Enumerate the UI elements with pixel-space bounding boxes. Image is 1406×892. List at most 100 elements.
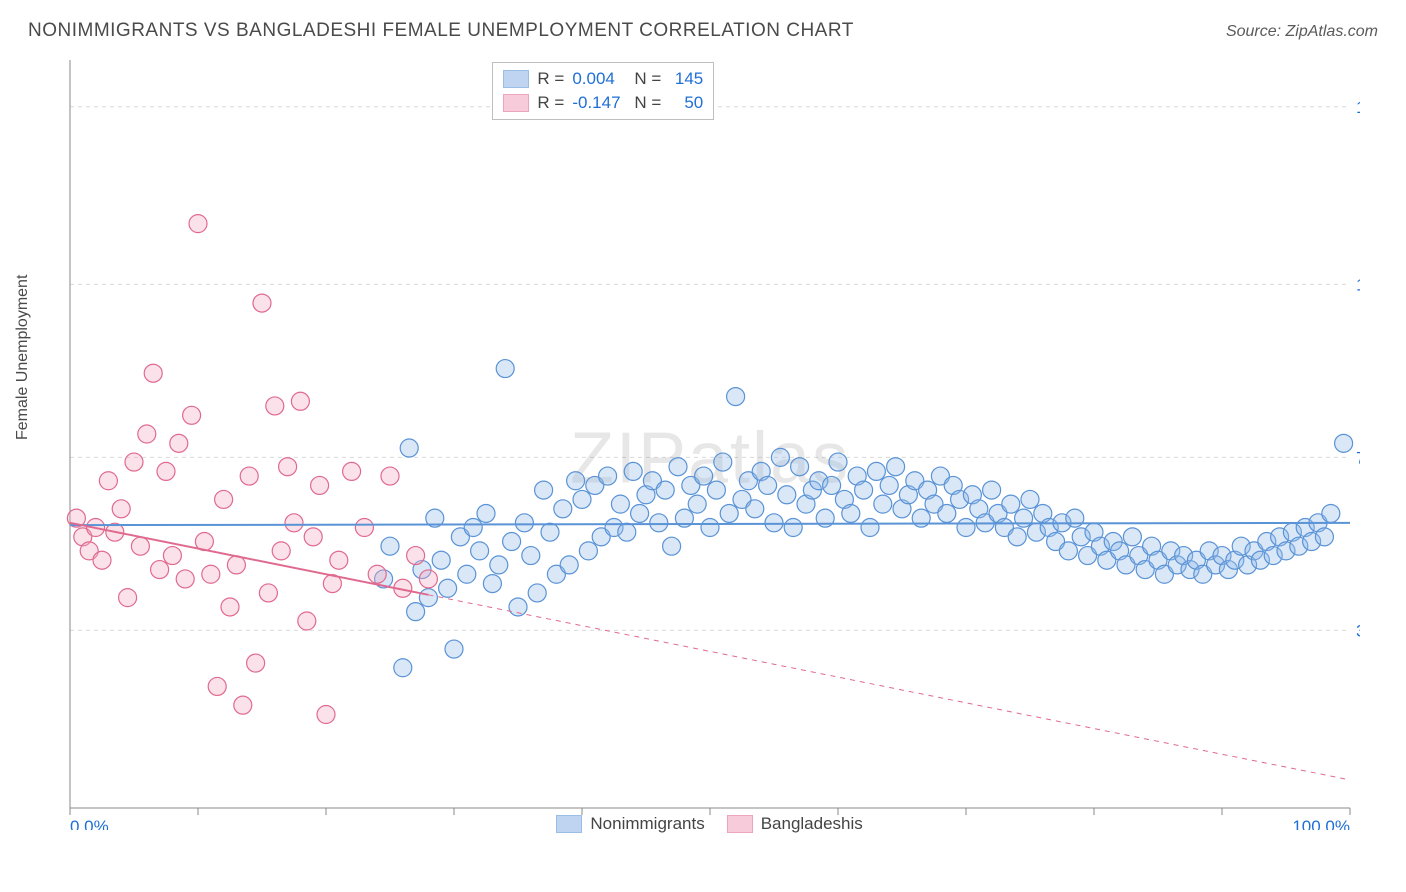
data-point-nonimmigrants — [791, 458, 809, 476]
data-point-bangladeshis — [298, 612, 316, 630]
data-point-bangladeshis — [311, 476, 329, 494]
legend-row-nonimmigrants: R =0.004N =145 — [503, 67, 703, 91]
data-point-nonimmigrants — [707, 481, 725, 499]
trend-line-nonimmigrants — [70, 523, 1350, 525]
data-point-bangladeshis — [279, 458, 297, 476]
legend-item-nonimmigrants: Nonimmigrants — [556, 814, 704, 834]
legend-swatch-bangladeshis — [503, 94, 529, 112]
data-point-bangladeshis — [119, 589, 137, 607]
data-point-nonimmigrants — [1015, 509, 1033, 527]
data-point-nonimmigrants — [714, 453, 732, 471]
plot-svg: ZIPatlas3.8%7.5%11.2%15.0%0.0%100.0% — [60, 60, 1360, 830]
data-point-nonimmigrants — [784, 519, 802, 537]
data-point-nonimmigrants — [823, 476, 841, 494]
data-point-nonimmigrants — [727, 388, 745, 406]
data-point-nonimmigrants — [496, 360, 514, 378]
data-point-nonimmigrants — [957, 519, 975, 537]
r-value-nonimmigrants: 0.004 — [572, 69, 626, 89]
legend-correlation-box: R =0.004N =145R =-0.147N =50 — [492, 62, 714, 120]
data-point-nonimmigrants — [938, 504, 956, 522]
data-point-nonimmigrants — [1008, 528, 1026, 546]
data-point-bangladeshis — [266, 397, 284, 415]
data-point-bangladeshis — [144, 364, 162, 382]
data-point-nonimmigrants — [394, 659, 412, 677]
y-tick-label: 11.2% — [1356, 275, 1360, 294]
y-tick-label: 7.5% — [1356, 448, 1360, 467]
data-point-nonimmigrants — [439, 579, 457, 597]
data-point-nonimmigrants — [445, 640, 463, 658]
data-point-nonimmigrants — [701, 519, 719, 537]
data-point-nonimmigrants — [400, 439, 418, 457]
data-point-nonimmigrants — [778, 486, 796, 504]
data-point-nonimmigrants — [535, 481, 553, 499]
data-point-nonimmigrants — [861, 519, 879, 537]
data-point-nonimmigrants — [1002, 495, 1020, 513]
data-point-bangladeshis — [151, 561, 169, 579]
trend-line-bangladeshis — [70, 523, 428, 595]
chart-header: NONIMMIGRANTS VS BANGLADESHI FEMALE UNEM… — [28, 20, 1378, 42]
x-tick-label-first: 0.0% — [70, 817, 109, 830]
data-point-nonimmigrants — [656, 481, 674, 499]
data-point-nonimmigrants — [381, 537, 399, 555]
source-name: ZipAtlas.com — [1286, 23, 1378, 40]
data-point-bangladeshis — [138, 425, 156, 443]
data-point-bangladeshis — [419, 570, 437, 588]
data-point-nonimmigrants — [458, 565, 476, 583]
data-point-nonimmigrants — [407, 603, 425, 621]
legend-swatch-nonimmigrants — [503, 70, 529, 88]
chart-title: NONIMMIGRANTS VS BANGLADESHI FEMALE UNEM… — [28, 20, 854, 42]
data-point-nonimmigrants — [695, 467, 713, 485]
data-point-nonimmigrants — [880, 476, 898, 494]
r-label: R = — [537, 69, 564, 89]
data-point-bangladeshis — [234, 696, 252, 714]
data-point-nonimmigrants — [567, 472, 585, 490]
data-point-nonimmigrants — [599, 467, 617, 485]
r-value-bangladeshis: -0.147 — [572, 93, 626, 113]
data-point-nonimmigrants — [483, 575, 501, 593]
data-point-nonimmigrants — [432, 551, 450, 569]
data-point-nonimmigrants — [1059, 542, 1077, 560]
data-point-nonimmigrants — [554, 500, 572, 518]
data-point-nonimmigrants — [1123, 528, 1141, 546]
legend-swatch-nonimmigrants — [556, 815, 582, 833]
data-point-nonimmigrants — [720, 504, 738, 522]
legend-series-box: Nonimmigrants Bangladeshis — [556, 814, 862, 834]
data-point-bangladeshis — [157, 462, 175, 480]
data-point-nonimmigrants — [419, 589, 437, 607]
data-point-nonimmigrants — [631, 504, 649, 522]
n-value-nonimmigrants: 145 — [669, 69, 703, 89]
data-point-nonimmigrants — [887, 458, 905, 476]
source-prefix: Source: — [1226, 23, 1286, 40]
n-label: N = — [634, 93, 661, 113]
data-point-bangladeshis — [304, 528, 322, 546]
legend-swatch-bangladeshis — [727, 815, 753, 833]
data-point-nonimmigrants — [663, 537, 681, 555]
data-point-nonimmigrants — [579, 542, 597, 560]
x-tick-label-last: 100.0% — [1292, 817, 1350, 830]
data-point-bangladeshis — [381, 467, 399, 485]
data-point-bangladeshis — [170, 434, 188, 452]
data-point-bangladeshis — [343, 462, 361, 480]
data-point-bangladeshis — [93, 551, 111, 569]
data-point-bangladeshis — [368, 565, 386, 583]
data-point-nonimmigrants — [669, 458, 687, 476]
data-point-bangladeshis — [183, 406, 201, 424]
y-axis-label: Female Unemployment — [14, 275, 32, 440]
data-point-nonimmigrants — [477, 504, 495, 522]
data-point-bangladeshis — [131, 537, 149, 555]
data-point-nonimmigrants — [842, 504, 860, 522]
data-point-nonimmigrants — [471, 542, 489, 560]
data-point-nonimmigrants — [1066, 509, 1084, 527]
data-point-bangladeshis — [247, 654, 265, 672]
data-point-bangladeshis — [272, 542, 290, 560]
data-point-nonimmigrants — [867, 462, 885, 480]
data-point-bangladeshis — [330, 551, 348, 569]
y-tick-label: 15.0% — [1356, 98, 1360, 117]
data-point-nonimmigrants — [528, 584, 546, 602]
data-point-nonimmigrants — [1021, 490, 1039, 508]
scatter-plot: ZIPatlas3.8%7.5%11.2%15.0%0.0%100.0% — [60, 60, 1360, 830]
data-point-nonimmigrants — [541, 523, 559, 541]
legend-label-bangladeshis: Bangladeshis — [761, 814, 863, 834]
data-point-bangladeshis — [259, 584, 277, 602]
data-point-bangladeshis — [355, 519, 373, 537]
